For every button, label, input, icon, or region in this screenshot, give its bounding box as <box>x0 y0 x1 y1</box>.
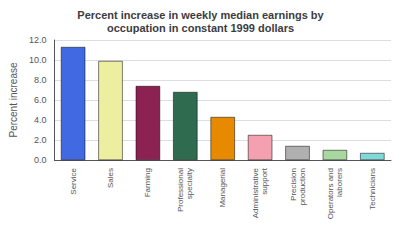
svg-text:Sales: Sales <box>106 168 115 188</box>
svg-text:laborers: laborers <box>335 168 344 197</box>
svg-text:6.0: 6.0 <box>34 95 47 105</box>
svg-text:10.0: 10.0 <box>29 55 47 65</box>
svg-text:Professional: Professional <box>176 168 185 212</box>
svg-text:Precision: Precision <box>289 168 298 201</box>
svg-text:Farming: Farming <box>143 168 152 197</box>
svg-text:Service: Service <box>69 167 78 194</box>
svg-text:Technicians: Technicians <box>368 168 377 210</box>
svg-text:Managerial: Managerial <box>218 168 227 208</box>
svg-text:8.0: 8.0 <box>34 75 47 85</box>
svg-text:occupation in constant 1999 do: occupation in constant 1999 dollars <box>107 22 294 34</box>
svg-text:0.0: 0.0 <box>34 155 47 165</box>
svg-text:specialty: specialty <box>185 168 194 199</box>
svg-text:4.0: 4.0 <box>34 115 47 125</box>
svg-text:production: production <box>298 168 307 205</box>
svg-text:Percent increase: Percent increase <box>8 62 19 137</box>
svg-text:Percent increase in weekly med: Percent increase in weekly median earnin… <box>77 9 324 21</box>
svg-text:12.0: 12.0 <box>29 35 47 45</box>
svg-text:Administrative: Administrative <box>251 167 260 218</box>
svg-text:support: support <box>260 167 269 194</box>
svg-text:2.0: 2.0 <box>34 135 47 145</box>
svg-text:Operators and: Operators and <box>326 168 335 219</box>
